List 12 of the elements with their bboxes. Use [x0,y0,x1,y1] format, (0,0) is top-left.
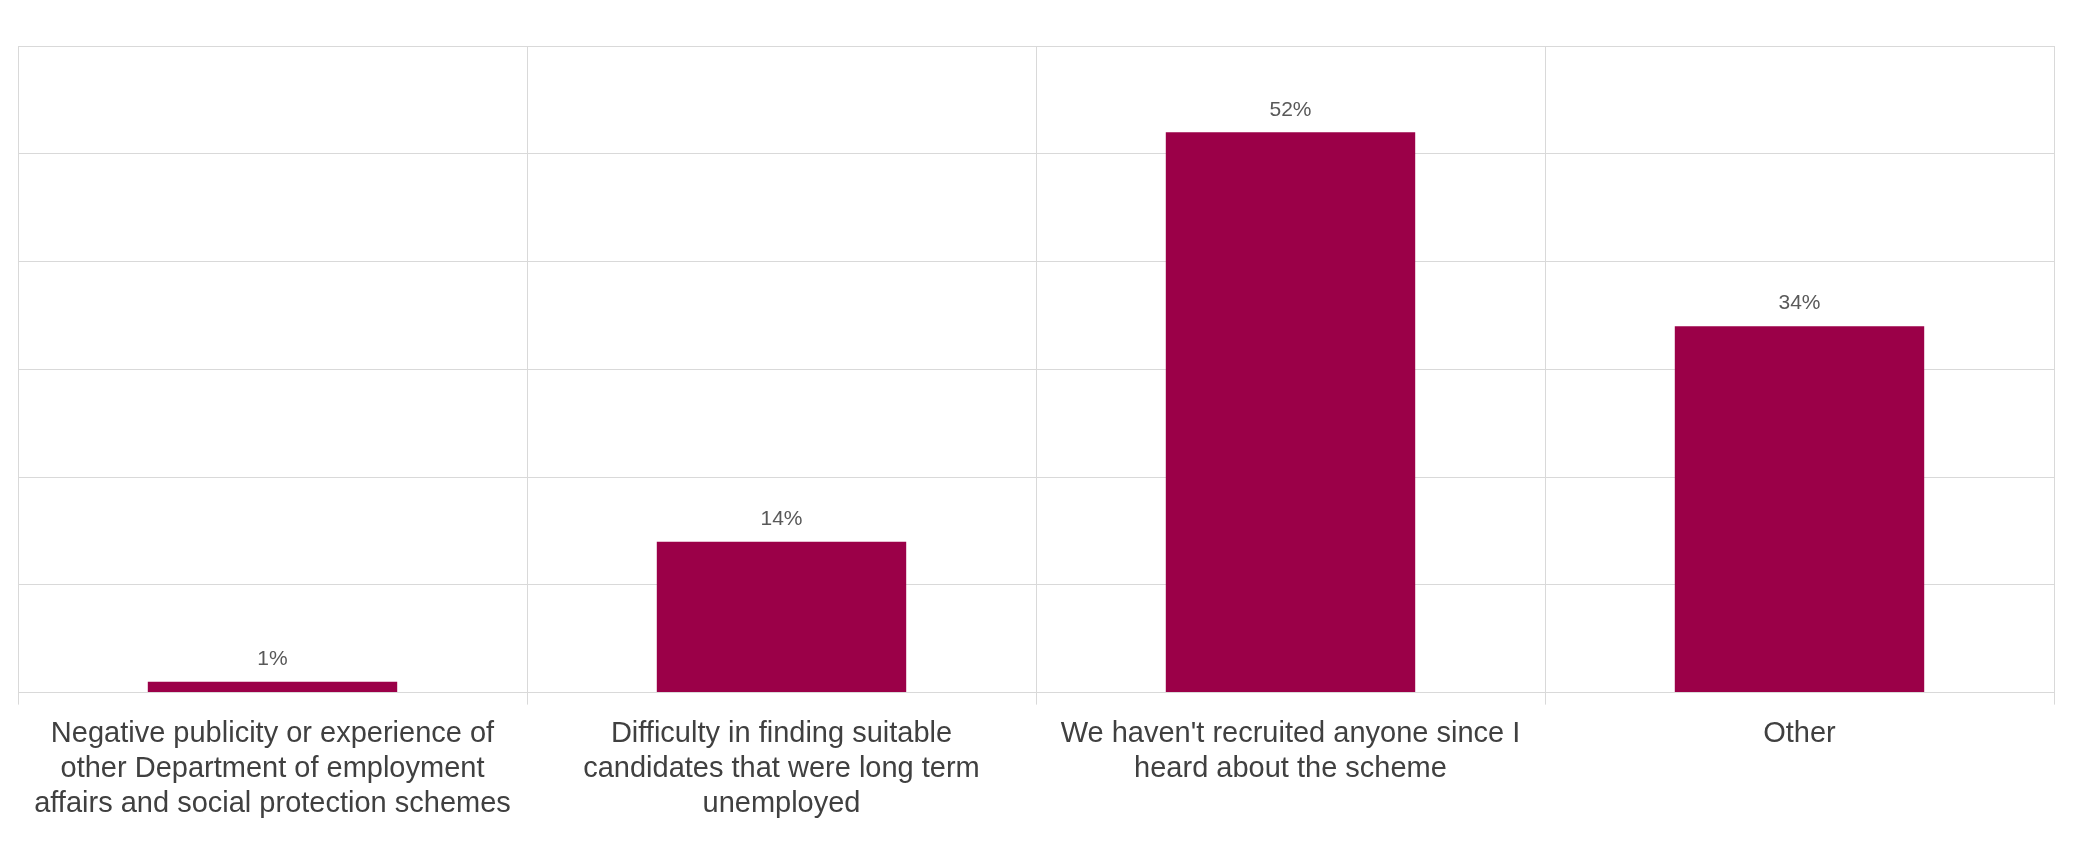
data-label: 52% [1269,96,1312,120]
x-tick-label: We haven't recruited anyone since I heard about the scheme [1060,716,1521,783]
x-tick-label: Difficulty in finding suitable candidates that were long term unemployed [583,716,980,818]
bar [147,681,398,693]
data-label: 34% [1778,290,1821,314]
bar [1674,326,1925,693]
x-tick-label: Other [1763,716,1837,748]
bar [1165,132,1416,693]
data-label: 1% [257,646,288,670]
data-label: 14% [760,506,803,530]
x-tick-label: Negative publicity or experience of other Department of employment affairs and social protection schemes [34,716,511,818]
bar [656,541,907,693]
